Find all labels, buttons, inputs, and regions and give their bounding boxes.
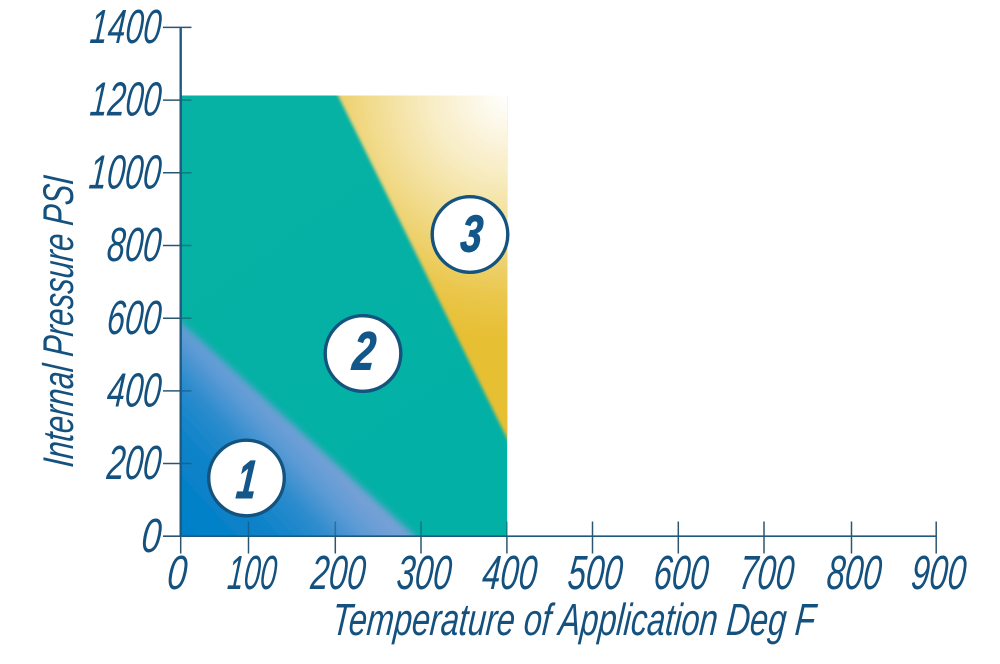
svg-text:300: 300: [395, 546, 454, 600]
svg-text:900: 900: [909, 546, 968, 600]
svg-text:700: 700: [737, 546, 796, 600]
svg-text:1000: 1000: [87, 145, 164, 199]
svg-text:400: 400: [480, 546, 539, 600]
svg-text:500: 500: [566, 546, 625, 600]
svg-text:600: 600: [652, 546, 711, 600]
svg-text:3: 3: [458, 206, 485, 264]
svg-text:800: 800: [825, 546, 884, 600]
svg-text:Temperature of Application Deg: Temperature of Application Deg F: [330, 594, 819, 645]
svg-text:200: 200: [104, 436, 164, 490]
svg-text:200: 200: [308, 546, 368, 600]
svg-text:100: 100: [226, 546, 280, 600]
svg-text:1200: 1200: [88, 73, 164, 127]
svg-text:1400: 1400: [88, 0, 164, 54]
svg-text:Internal Pressure PSI: Internal Pressure PSI: [35, 174, 83, 469]
svg-text:600: 600: [105, 291, 164, 345]
svg-text:800: 800: [105, 218, 164, 272]
svg-text:400: 400: [105, 364, 164, 418]
